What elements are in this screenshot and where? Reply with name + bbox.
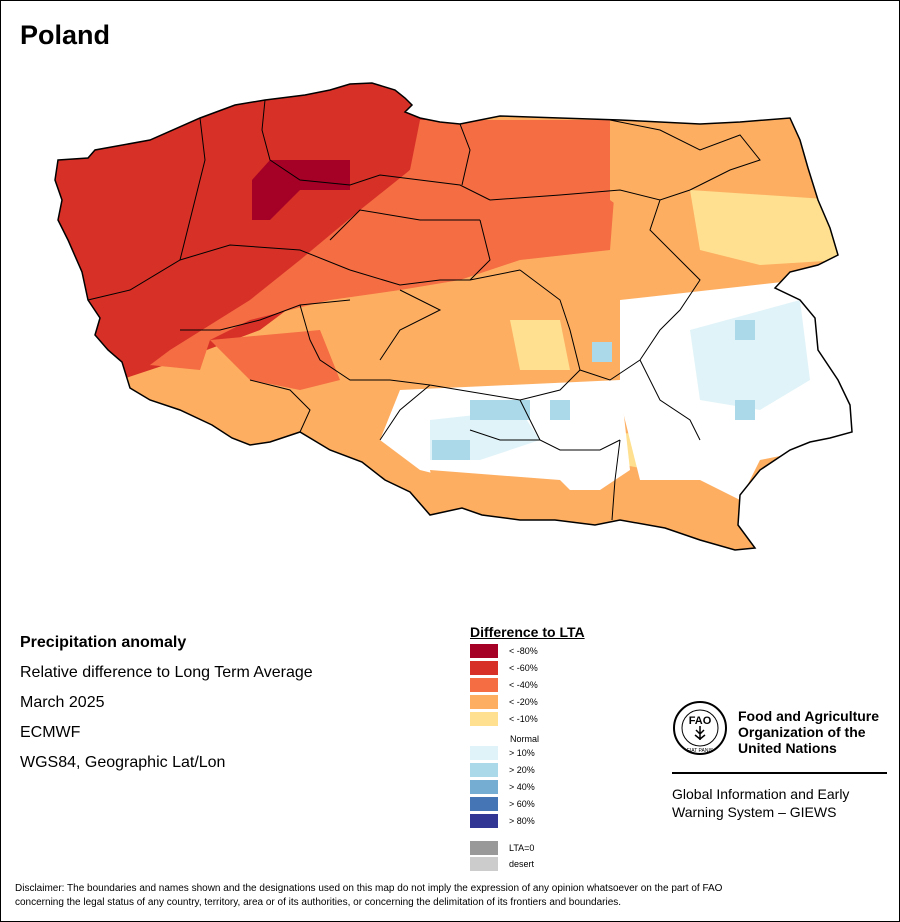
info-period: March 2025 bbox=[20, 694, 105, 711]
anomaly-zone-gt20-a bbox=[470, 400, 530, 420]
legend-label: > 20% bbox=[509, 765, 535, 775]
legend-swatch bbox=[470, 678, 498, 692]
legend-item: > 80% bbox=[470, 814, 535, 828]
anomaly-zone-lt10-ne bbox=[690, 190, 840, 265]
anomaly-zone-lt40-south bbox=[210, 330, 340, 390]
legend-item: > 20% bbox=[470, 763, 535, 777]
legend-label: < -40% bbox=[509, 680, 538, 690]
legend-label: < -60% bbox=[509, 663, 538, 673]
info-subtitle: Relative difference to Long Term Average bbox=[20, 664, 313, 681]
legend-title: Difference to LTA bbox=[470, 624, 585, 640]
legend-swatch bbox=[470, 644, 498, 658]
anomaly-zone-gt20-d bbox=[592, 342, 612, 362]
anomaly-zone-lt60 bbox=[55, 83, 460, 380]
legend-label: > 10% bbox=[509, 748, 535, 758]
fao-name-line2: Organization of the bbox=[738, 724, 866, 740]
legend-item: > 60% bbox=[470, 797, 535, 811]
legend-item: LTA=0 bbox=[470, 841, 534, 855]
legend-label: LTA=0 bbox=[509, 843, 535, 853]
legend-label: < -10% bbox=[509, 714, 538, 724]
legend-label: Normal bbox=[510, 734, 540, 744]
anomaly-zone-lt20-border bbox=[430, 470, 600, 520]
legend-item: > 10% bbox=[470, 746, 535, 760]
anomaly-zone-gt10-se bbox=[690, 300, 810, 410]
anomaly-zone-lt10-center bbox=[510, 320, 570, 370]
giews-line1: Global Information and Early bbox=[672, 786, 850, 802]
anomaly-zone-lt40 bbox=[130, 120, 620, 380]
giews-name: Global Information and Early Warning Sys… bbox=[672, 785, 887, 821]
fao-name-line1: Food and Agriculture bbox=[738, 708, 880, 724]
legend-item: > 40% bbox=[470, 780, 535, 794]
precipitation-anomaly-map bbox=[54, 82, 853, 551]
legend-label: < -80% bbox=[509, 646, 538, 656]
legend-swatch bbox=[470, 746, 498, 760]
svg-text:FAO: FAO bbox=[689, 715, 712, 727]
legend-label: desert bbox=[509, 859, 535, 869]
info-projection: WGS84, Geographic Lat/Lon bbox=[20, 754, 226, 771]
fao-name: Food and Agriculture Organization of the… bbox=[738, 708, 898, 756]
anomaly-zone-gt20-e bbox=[735, 320, 755, 340]
info-title: Precipitation anomaly bbox=[20, 634, 187, 651]
legend-swatch bbox=[470, 780, 498, 794]
legend-label: > 80% bbox=[509, 816, 535, 826]
legend-swatch bbox=[470, 712, 498, 726]
disclaimer-line1: Disclaimer: The boundaries and names sho… bbox=[15, 883, 723, 894]
disclaimer-line2: concerning the legal status of any count… bbox=[15, 897, 622, 908]
divider bbox=[672, 772, 887, 774]
disclaimer: Disclaimer: The boundaries and names sho… bbox=[15, 882, 885, 910]
legend-swatch bbox=[470, 661, 498, 675]
legend-item: < -10% bbox=[470, 712, 538, 726]
legend-swatch bbox=[470, 763, 498, 777]
legend-swatch bbox=[470, 797, 498, 811]
anomaly-zone-gt20-f bbox=[735, 400, 755, 420]
legend-item: < -60% bbox=[470, 661, 538, 675]
svg-text:FIAT PANIS: FIAT PANIS bbox=[687, 748, 714, 754]
legend-swatch bbox=[470, 814, 498, 828]
legend-item: < -20% bbox=[470, 695, 538, 709]
anomaly-zone-gt20-b bbox=[432, 440, 470, 460]
legend-item: < -80% bbox=[470, 644, 538, 658]
legend-label: < -20% bbox=[509, 697, 538, 707]
legend-swatch bbox=[470, 695, 498, 709]
legend-label: > 40% bbox=[509, 782, 535, 792]
legend-swatch bbox=[470, 841, 498, 855]
anomaly-zone-gt20-c bbox=[550, 400, 570, 420]
legend-item: Normal bbox=[470, 732, 539, 746]
map-title: Poland bbox=[20, 20, 111, 50]
anomaly-zone-lt80 bbox=[252, 160, 350, 220]
map-info-block: Precipitation anomaly Relative differenc… bbox=[20, 628, 313, 778]
legend-swatch bbox=[470, 857, 498, 871]
info-source: ECMWF bbox=[20, 724, 81, 741]
legend-label: > 60% bbox=[509, 799, 535, 809]
giews-line2: Warning System – GIEWS bbox=[672, 804, 837, 820]
fao-name-line3: United Nations bbox=[738, 740, 837, 756]
organization-block: FAO FIAT PANIS Food and Agriculture Orga… bbox=[672, 700, 887, 820]
internal-boundaries bbox=[87, 99, 761, 521]
legend: Difference to LTA < -80% < -60% < -40% < -2… bbox=[470, 624, 610, 874]
legend-item: desert bbox=[470, 857, 534, 871]
fao-logo-icon: FAO FIAT PANIS bbox=[673, 701, 727, 755]
legend-item: < -40% bbox=[470, 678, 538, 692]
